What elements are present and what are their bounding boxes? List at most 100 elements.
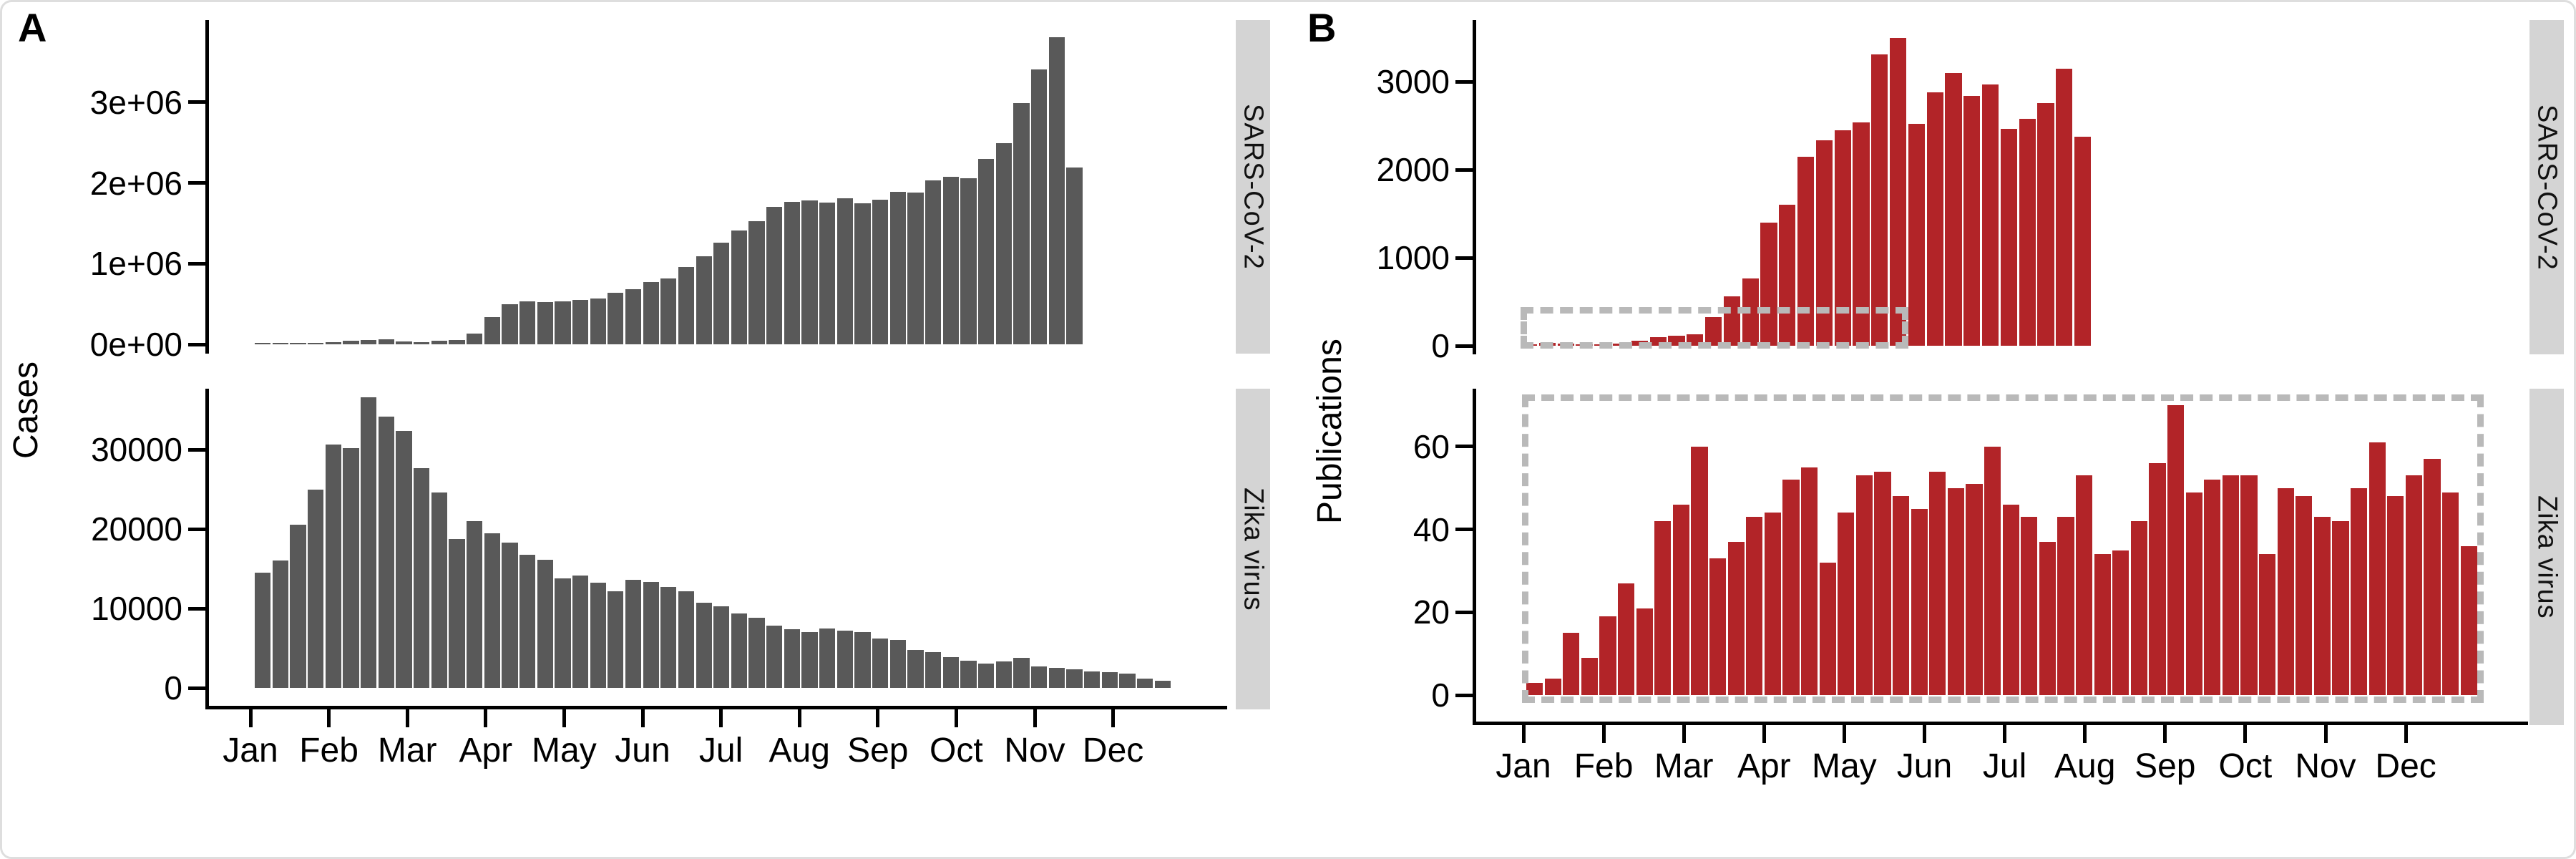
a-bottom-y-axis-line bbox=[205, 389, 209, 709]
bar bbox=[995, 143, 1013, 344]
y-tick-mark bbox=[1455, 445, 1473, 449]
bar bbox=[836, 198, 854, 344]
bar bbox=[625, 580, 642, 688]
b-bottom-facet-strip: Zika virus bbox=[2529, 389, 2564, 725]
bar bbox=[1871, 54, 1888, 346]
bar bbox=[1966, 483, 1983, 695]
bar bbox=[272, 343, 288, 344]
month-tick-mark bbox=[719, 706, 723, 727]
month-label: Dec bbox=[1082, 732, 1144, 770]
month-tick-mark bbox=[640, 706, 645, 727]
bar bbox=[1874, 471, 1891, 695]
bar bbox=[872, 200, 889, 344]
bar bbox=[660, 587, 677, 688]
y-tick-mark bbox=[188, 181, 205, 185]
bar bbox=[995, 661, 1013, 688]
month-label: May bbox=[532, 732, 597, 770]
bar bbox=[1654, 521, 1672, 695]
bar bbox=[502, 304, 518, 344]
bar bbox=[1066, 669, 1083, 688]
bar bbox=[696, 256, 712, 344]
bar bbox=[1838, 513, 1855, 695]
bar bbox=[713, 242, 730, 344]
month-tick-mark bbox=[2404, 722, 2408, 743]
a-top-facet-strip: SARS-CoV-2 bbox=[1236, 20, 1270, 354]
bar bbox=[801, 632, 818, 688]
bar bbox=[819, 628, 836, 688]
y-tick-label: 1000 bbox=[1376, 239, 1450, 276]
y-tick-label: 60 bbox=[1413, 427, 1450, 465]
month-tick-mark bbox=[2323, 722, 2328, 743]
y-tick-label: 0 bbox=[1431, 327, 1450, 364]
month-tick-mark bbox=[405, 706, 409, 727]
bar bbox=[1581, 657, 1598, 695]
b-top-y-axis-line bbox=[1473, 20, 1476, 354]
month-tick-mark bbox=[1923, 722, 1926, 743]
bar bbox=[2405, 475, 2422, 695]
bar bbox=[608, 292, 624, 344]
y-tick-label: 10000 bbox=[91, 590, 182, 627]
bar bbox=[1031, 666, 1048, 688]
a-top-facet-strip-label: SARS-CoV-2 bbox=[1238, 104, 1269, 270]
bar bbox=[1782, 480, 1800, 695]
bar bbox=[1672, 504, 1689, 695]
month-label: Apr bbox=[459, 732, 513, 770]
bar bbox=[748, 618, 765, 688]
month-tick-mark bbox=[2083, 722, 2087, 743]
bar bbox=[1705, 317, 1722, 346]
bar bbox=[413, 467, 430, 688]
b-top-facet-strip: SARS-CoV-2 bbox=[2529, 20, 2564, 354]
bar bbox=[307, 343, 324, 344]
bar bbox=[2019, 118, 2036, 346]
bar bbox=[555, 301, 571, 344]
y-tick-label: 30000 bbox=[91, 431, 182, 468]
month-tick-mark bbox=[1682, 722, 1686, 743]
bar bbox=[872, 639, 889, 688]
bar bbox=[1119, 674, 1136, 688]
bar bbox=[290, 525, 306, 688]
month-label: Apr bbox=[1737, 747, 1791, 785]
month-tick-mark bbox=[1033, 706, 1037, 727]
bar bbox=[2240, 475, 2258, 695]
month-tick-mark bbox=[1842, 722, 1846, 743]
bar bbox=[1984, 446, 2001, 695]
bar bbox=[1066, 168, 1083, 344]
bar bbox=[889, 191, 907, 344]
bar bbox=[1801, 467, 1818, 695]
bar bbox=[925, 180, 942, 344]
month-tick-mark bbox=[2003, 722, 2007, 743]
month-label: Mar bbox=[377, 732, 437, 770]
bar bbox=[1893, 496, 1910, 695]
month-label: Oct bbox=[930, 732, 983, 770]
month-tick-mark bbox=[562, 706, 566, 727]
y-tick-label: 40 bbox=[1413, 510, 1450, 548]
bar bbox=[766, 626, 783, 688]
bar bbox=[466, 520, 483, 688]
bar bbox=[1691, 446, 1708, 695]
bar bbox=[696, 603, 712, 688]
bar bbox=[590, 583, 606, 688]
bar bbox=[2112, 550, 2129, 695]
y-tick-label: 3000 bbox=[1376, 63, 1450, 100]
bar bbox=[2296, 496, 2313, 695]
month-tick-mark bbox=[1762, 722, 1766, 743]
bar bbox=[1154, 681, 1171, 688]
bar bbox=[784, 201, 801, 344]
bar bbox=[2351, 487, 2368, 695]
bar bbox=[572, 576, 589, 688]
bar bbox=[1084, 671, 1101, 688]
month-tick-mark bbox=[484, 706, 488, 727]
bar bbox=[1137, 678, 1153, 688]
month-tick-mark bbox=[1111, 706, 1116, 727]
bar bbox=[2021, 517, 2038, 695]
a-top-y-axis-line bbox=[205, 20, 209, 354]
bar bbox=[1890, 37, 1907, 346]
y-tick-label: 1e+06 bbox=[89, 245, 182, 283]
panel-a-label: A bbox=[18, 5, 47, 50]
month-tick-mark bbox=[954, 706, 958, 727]
month-label: Jan bbox=[1496, 747, 1551, 785]
bar bbox=[978, 158, 995, 344]
bar bbox=[519, 301, 536, 344]
bar bbox=[396, 431, 412, 688]
bar bbox=[1709, 558, 1727, 695]
